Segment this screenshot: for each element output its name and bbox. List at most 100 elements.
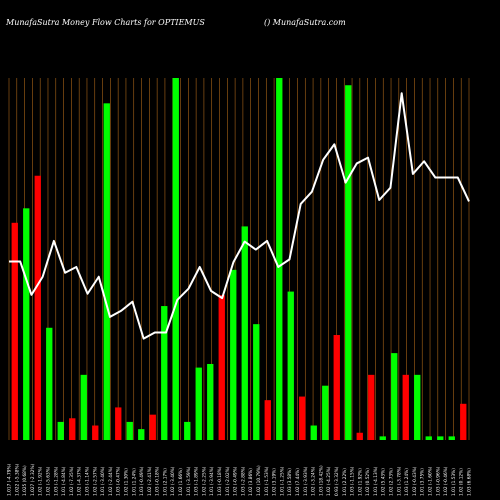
x-tick-label: 1.03 (-2.88%) <box>240 466 246 496</box>
x-tick-label: 1.02 (-4.37%) <box>77 466 83 496</box>
money-flow-bar <box>23 208 30 440</box>
x-tick-label: 1.02 (2.73%) <box>389 468 395 496</box>
money-flow-bar <box>69 418 76 440</box>
x-tick-label: 1.02 (-2.25%) <box>201 466 207 496</box>
x-tick-label: 1.03 (-0.47%) <box>116 466 122 496</box>
x-tick-label: 1.02 (-1.92%) <box>38 466 44 496</box>
grid-lines <box>8 78 470 440</box>
x-tick-label: 1.01 (2.17%) <box>162 468 168 496</box>
x-tick-label: 1.01 (-3.93%) <box>303 466 309 496</box>
money-flow-bar <box>126 421 133 440</box>
x-tick-label: 1.03 (-0.18%) <box>217 466 223 496</box>
money-flow-bar <box>276 78 283 440</box>
x-tick-label: 1.02 (-3.40%) <box>170 466 176 496</box>
x-tick-label: 1.02 (-3.24%) <box>311 466 317 496</box>
money-flow-bar <box>402 374 409 440</box>
x-tick-label: 1.02 (1.92%) <box>357 468 363 496</box>
source-credit: () MunafaSutra.com <box>264 18 346 27</box>
x-tick-label: 1.02 (5.43%) <box>381 468 387 496</box>
x-tick-label: 1.01 (-3.59%) <box>186 466 192 496</box>
x-tick-label: 1.03 (1.24%) <box>404 468 410 496</box>
x-tick-label: 1.03 (18.42%) <box>318 465 324 496</box>
x-tick-label: 1.01 (-1.25%) <box>279 466 285 496</box>
x-tick-label: 1.03 (-0.18%) <box>155 466 161 496</box>
money-flow-bar <box>57 421 64 440</box>
x-tick-label: 1.02 (-2.41%) <box>147 466 153 496</box>
x-tick-label: 1.01 (-3.94%) <box>209 466 215 496</box>
x-tick-label: 1.02 (10.79%) <box>256 465 262 496</box>
money-flow-bar <box>322 385 329 440</box>
x-tick-label: 1.02 (-1.60%) <box>428 466 434 496</box>
x-tick-label: 1.03 (-1.14%) <box>84 466 90 496</box>
money-flow-bar <box>161 306 168 440</box>
money-flow-bar <box>287 291 294 440</box>
money-flow-bar <box>391 353 398 440</box>
x-tick-label: 1.02 (0.52%) <box>365 468 371 496</box>
x-tick-label: 1.01 (1.24%) <box>131 468 137 496</box>
money-flow-bar <box>46 327 53 440</box>
x-tick-label: 1.02 (0.12%) <box>459 468 465 496</box>
money-flow-bar <box>310 425 317 440</box>
x-tick-label: 1.03 (6.68%) <box>467 468 473 496</box>
x-tick-label: 1.03 (-1.28%) <box>53 466 59 496</box>
x-tick-label: 1.02 (-2.57%) <box>92 466 98 496</box>
x-tick-label: 1.01 (-4.84%) <box>61 466 67 496</box>
x-tick-label: 1.01 (-2.02%) <box>225 466 231 496</box>
x-tick-label: 1.022 (-5.38%) <box>14 463 20 496</box>
x-tick-label: 0.93 (-3.32%) <box>334 466 340 496</box>
x-tick-label: 1.02 (7.44%) <box>295 468 301 496</box>
money-flow-bar <box>80 374 87 440</box>
x-tick-label: 1.01 (-3.40%) <box>100 466 106 496</box>
money-flow-bar <box>11 222 18 440</box>
price-line <box>9 92 470 340</box>
x-tick-label: 1.01 (-4.13%) <box>373 466 379 496</box>
x-tick-label: 1.01 (1.53%) <box>451 468 457 496</box>
money-flow-bar <box>379 436 386 440</box>
money-flow-bar <box>138 429 145 440</box>
x-tick-label: 1.017 (-4.79%) <box>7 463 13 496</box>
x-tick-labels: 1.017 (-4.79%) 1.022 (-5.38%) 1.025 (0.68%… <box>7 463 473 496</box>
x-tick-label: 1.02 (-0.46%) <box>443 466 449 496</box>
money-flow-bars <box>11 78 467 441</box>
money-flow-bar <box>195 367 202 440</box>
money-flow-bar <box>299 396 306 440</box>
x-tick-label: 1.02 (-5.63%) <box>45 466 51 496</box>
x-tick-label: 1.02 (-2.44%) <box>108 466 114 496</box>
money-flow-bar <box>207 363 214 440</box>
money-flow-bar <box>425 436 432 440</box>
money-flow-bar <box>460 403 467 440</box>
x-tick-label: 1.02 (1.30%) <box>123 468 129 496</box>
x-tick-label: 1.02 (1.66%) <box>178 468 184 496</box>
money-flow-bar <box>368 374 375 440</box>
money-flow-bar <box>149 414 156 440</box>
price-line-group <box>9 92 470 340</box>
x-tick-label: 1.02 (-7.35%) <box>69 466 75 496</box>
money-flow-bar <box>414 374 421 440</box>
money-flow-bar <box>115 407 122 440</box>
x-tick-label: 1.03 (3.58%) <box>287 468 293 496</box>
money-flow-bar <box>103 103 110 440</box>
money-flow-bar <box>253 324 260 440</box>
money-flow-bar <box>172 78 179 440</box>
money-flow-bar <box>356 432 363 440</box>
money-flow-bar <box>184 421 191 440</box>
chart-title: MunafaSutra Money Flow Charts for OPTIEM… <box>5 18 205 27</box>
money-flow-bar <box>448 436 455 440</box>
x-tick-label: 1.01 (-3.78%) <box>396 466 402 496</box>
money-flow-bar <box>34 175 41 441</box>
x-tick-label: 1.02 (-0.49%) <box>233 466 239 496</box>
money-flow-bar <box>264 400 271 440</box>
x-tick-label: 1.02 (3.19%) <box>272 468 278 496</box>
x-tick-label: 1.02 (-0.43%) <box>412 466 418 496</box>
x-tick-label: 1.01 (-1.53%) <box>264 466 270 496</box>
x-tick-label: 1.03 (-0.96%) <box>435 466 441 496</box>
money-flow-bar <box>92 425 99 440</box>
money-flow-bar <box>218 295 225 440</box>
x-tick-label: 1.03 (-1.15%) <box>350 466 356 496</box>
money-flow-bar <box>437 436 444 440</box>
money-flow-bar <box>241 226 248 440</box>
x-tick-label: 1.03 (-1.89%) <box>194 466 200 496</box>
x-tick-label: 1.025 (0.68%) <box>22 465 28 496</box>
